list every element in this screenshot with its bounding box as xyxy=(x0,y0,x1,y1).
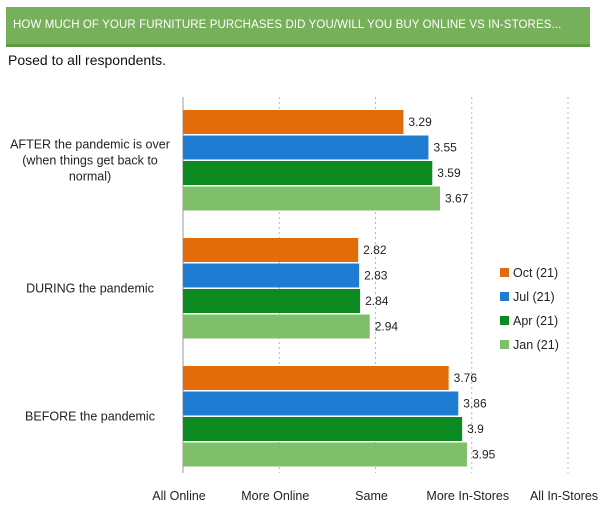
bar-value-label: 3.95 xyxy=(472,448,496,462)
x-tick-label: All In-Stores xyxy=(530,489,598,503)
chart-subtitle: Posed to all respondents. xyxy=(8,52,166,68)
bar-value-label: 3.76 xyxy=(454,371,478,385)
bar-value-label: 2.94 xyxy=(375,320,399,334)
bar-value-label: 2.84 xyxy=(365,294,389,308)
legend-swatch xyxy=(500,268,509,277)
legend-swatch xyxy=(500,292,509,301)
bar-value-label: 2.82 xyxy=(363,243,387,257)
legend-label: Jul (21) xyxy=(513,290,555,304)
x-tick-label: More Online xyxy=(241,489,309,503)
bar-value-label: 2.83 xyxy=(364,269,388,283)
legend: Oct (21) Jul (21) Apr (21) Jan (21) xyxy=(500,266,559,352)
x-tick-label: More In-Stores xyxy=(426,489,509,503)
bar-value-label: 3.86 xyxy=(463,397,487,411)
bar xyxy=(183,161,433,185)
bars xyxy=(183,110,467,467)
bar xyxy=(183,263,360,288)
x-tick-label: Same xyxy=(355,489,388,503)
value-labels: 3.29 2.82 3.76 3.55 2.83 3.86 3.59 2.84 3.9 3.67 2… xyxy=(363,115,495,462)
bar-value-label: 3.9 xyxy=(467,422,484,436)
bar-value-label: 3.29 xyxy=(408,115,432,129)
bar xyxy=(183,417,463,441)
bar xyxy=(183,366,449,390)
chart-title: HOW MUCH OF YOUR FURNITURE PURCHASES DID… xyxy=(13,19,562,31)
bar xyxy=(183,442,467,467)
category-label: BEFORE the pandemic xyxy=(25,409,155,423)
legend-swatch xyxy=(500,316,509,325)
bar-value-label: 3.59 xyxy=(437,166,461,180)
legend-label: Oct (21) xyxy=(513,266,558,280)
bar-value-label: 3.67 xyxy=(445,192,469,206)
bar xyxy=(183,135,429,160)
chart-title-bar: HOW MUCH OF YOUR FURNITURE PURCHASES DID… xyxy=(6,7,590,47)
bar xyxy=(183,289,361,313)
bar xyxy=(183,238,359,262)
category-labels: AFTER the pandemic is over (when things g… xyxy=(10,137,170,423)
legend-label: Apr (21) xyxy=(513,314,558,328)
bar-value-label: 3.55 xyxy=(433,141,457,155)
legend-label: Jan (21) xyxy=(513,338,559,352)
x-axis-tick-labels: All Online More Online Same More In-Stores A… xyxy=(152,489,598,503)
category-label: DURING the pandemic xyxy=(26,281,154,295)
x-tick-label: All Online xyxy=(152,489,206,503)
legend-swatch xyxy=(500,340,509,349)
bar xyxy=(183,186,440,211)
bar xyxy=(183,314,370,339)
bar xyxy=(183,391,459,416)
category-label: AFTER the pandemic is over (when things g… xyxy=(10,137,170,183)
bar xyxy=(183,110,404,134)
